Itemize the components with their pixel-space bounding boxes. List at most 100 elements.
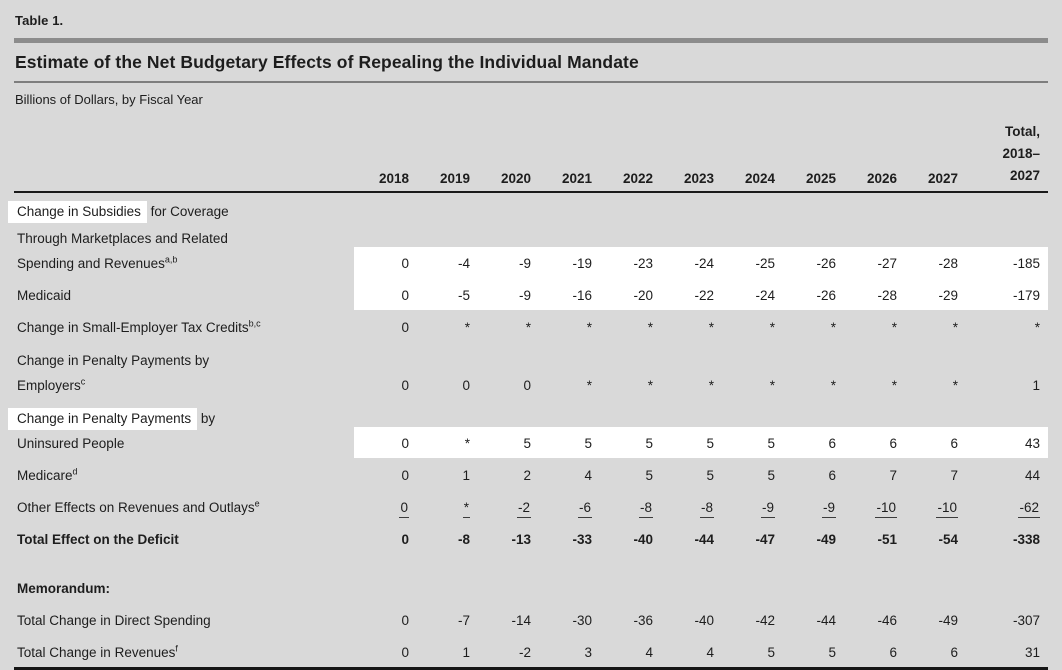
value-cell: * bbox=[952, 320, 958, 335]
value-cell: -5 bbox=[415, 278, 476, 310]
underlined-value: -62 bbox=[1018, 500, 1040, 518]
value-cell: * bbox=[891, 320, 897, 335]
value-cell: 6 bbox=[842, 427, 903, 458]
value-cell: 4 bbox=[584, 468, 592, 483]
value-cell: * bbox=[891, 378, 897, 393]
value-cell: -13 bbox=[511, 532, 531, 547]
value-cell: 44 bbox=[1024, 468, 1040, 483]
underlined-value: -8 bbox=[699, 500, 714, 518]
row-label: Change in Penalty Payments by bbox=[8, 400, 1048, 430]
value-cell: 0 bbox=[462, 378, 470, 393]
value-cell: -51 bbox=[877, 532, 897, 547]
value-cell: * bbox=[647, 320, 653, 335]
value-cell: 43 bbox=[964, 427, 1048, 458]
title-bottom-rule bbox=[14, 81, 1048, 83]
value-cell: -7 bbox=[457, 613, 470, 628]
value-cell: 3 bbox=[537, 635, 598, 670]
row-label: Total Change in Direct Spending bbox=[14, 603, 354, 635]
label-text: Change in Small-Employer Tax Credits bbox=[17, 320, 249, 335]
value-cell: 0 bbox=[401, 468, 409, 483]
label-text: Total Change in Direct Spending bbox=[17, 613, 211, 628]
value-cell: -9 bbox=[781, 490, 842, 522]
value-cell: 5 bbox=[598, 427, 659, 458]
footnote-superscript: e bbox=[254, 498, 260, 509]
label-text: for Coverage bbox=[146, 204, 229, 219]
table-row: Total Change in Revenuesf 0 1 -2 3 4 4 5 5 6 6 31 bbox=[14, 635, 1048, 670]
value-cell: 4 bbox=[598, 635, 659, 670]
label-text: Spending and Revenues bbox=[17, 256, 165, 271]
label-text: Change in Penalty Payments by bbox=[17, 353, 210, 368]
value-cell: * bbox=[415, 427, 476, 458]
table-row: Medicared 0 1 2 4 5 5 5 6 7 7 44 bbox=[14, 458, 1048, 490]
value-cell: 5 bbox=[476, 427, 537, 458]
label-text: Medicare bbox=[17, 468, 73, 483]
section-heading-label: Memorandum: bbox=[14, 554, 1048, 603]
value-cell: * bbox=[647, 378, 653, 393]
row-label: Medicaid bbox=[14, 278, 354, 310]
value-cell: -49 bbox=[816, 532, 836, 547]
value-cell: -25 bbox=[720, 247, 781, 278]
underlined-value: * bbox=[462, 500, 470, 518]
year-column-header: 2027 bbox=[903, 107, 964, 193]
footnote-superscript: c bbox=[80, 376, 86, 387]
table-row: Total Effect on the Deficit 0 -8 -13 -33 -40 -… bbox=[14, 522, 1048, 554]
row-label: Medicared bbox=[14, 458, 354, 490]
value-cell: -14 bbox=[511, 613, 531, 628]
value-cell: 5 bbox=[645, 468, 653, 483]
underlined-value: -10 bbox=[936, 500, 958, 518]
value-cell: * bbox=[464, 320, 470, 335]
value-cell: -23 bbox=[598, 247, 659, 278]
value-cell: 5 bbox=[767, 468, 775, 483]
value-cell: 1 bbox=[415, 635, 476, 670]
value-cell: 0 bbox=[354, 490, 415, 522]
value-cell: -2 bbox=[476, 635, 537, 670]
total-column-header: Total, 2018– 2027 bbox=[964, 107, 1048, 193]
underlined-value: 0 bbox=[399, 500, 409, 518]
value-cell: 6 bbox=[842, 635, 903, 670]
value-cell: -46 bbox=[877, 613, 897, 628]
row-label: Employersc bbox=[14, 369, 354, 400]
year-column-header: 2020 bbox=[476, 107, 537, 193]
value-cell: * bbox=[830, 320, 836, 335]
value-cell: -9 bbox=[720, 490, 781, 522]
value-cell: * bbox=[586, 378, 592, 393]
label-text: Employers bbox=[17, 378, 81, 393]
value-cell: -27 bbox=[842, 247, 903, 278]
value-cell: -44 bbox=[694, 532, 714, 547]
value-cell: -19 bbox=[537, 247, 598, 278]
year-column-header: 2024 bbox=[720, 107, 781, 193]
header-label-spacer bbox=[14, 107, 354, 193]
label-text: Other Effects on Revenues and Outlays bbox=[17, 500, 255, 515]
underlined-value: -8 bbox=[638, 500, 653, 518]
value-cell: -20 bbox=[598, 278, 659, 310]
year-column-header: 2019 bbox=[415, 107, 476, 193]
value-cell: 0 bbox=[401, 320, 409, 335]
table-row: Medicaid 0 -5 -9 -16 -20 -22 -24 -26 -28 -29 -179 bbox=[14, 278, 1048, 310]
table-row: Total Change in Direct Spending 0 -7 -14 -30… bbox=[14, 603, 1048, 635]
table-row: Other Effects on Revenues and Outlayse 0 *… bbox=[14, 490, 1048, 522]
highlighted-text: Change in Subsidies bbox=[8, 201, 147, 223]
table-row: Change in Small-Employer Tax Creditsb,c 0… bbox=[14, 310, 1048, 342]
table-body: Change in Subsidies for Coverage Through … bbox=[8, 193, 1048, 670]
value-cell: -33 bbox=[572, 532, 592, 547]
value-cell: * bbox=[586, 320, 592, 335]
value-cell: * bbox=[708, 320, 714, 335]
label-text: Medicaid bbox=[17, 288, 72, 303]
value-cell: 0 bbox=[354, 278, 415, 310]
value-cell: * bbox=[830, 378, 836, 393]
budget-table: 2018 2019 2020 2021 2022 2023 2024 2025 2026 2027… bbox=[8, 107, 1048, 670]
value-cell: -62 bbox=[964, 490, 1048, 522]
value-cell: 0 bbox=[354, 247, 415, 278]
value-cell: -9 bbox=[476, 247, 537, 278]
value-cell: 0 bbox=[401, 378, 409, 393]
value-cell: 7 bbox=[950, 468, 958, 483]
value-cell: -8 bbox=[457, 532, 470, 547]
value-cell: -49 bbox=[938, 613, 958, 628]
value-cell: -10 bbox=[842, 490, 903, 522]
value-cell: * bbox=[525, 320, 531, 335]
total-header-line: 2018– bbox=[1002, 146, 1040, 161]
table-row: Employersc 0 0 0 * * * * * * * 1 bbox=[14, 369, 1048, 400]
year-column-header: 2018 bbox=[354, 107, 415, 193]
table-subtitle: Billions of Dollars, by Fiscal Year bbox=[15, 92, 203, 107]
value-cell: -30 bbox=[572, 613, 592, 628]
